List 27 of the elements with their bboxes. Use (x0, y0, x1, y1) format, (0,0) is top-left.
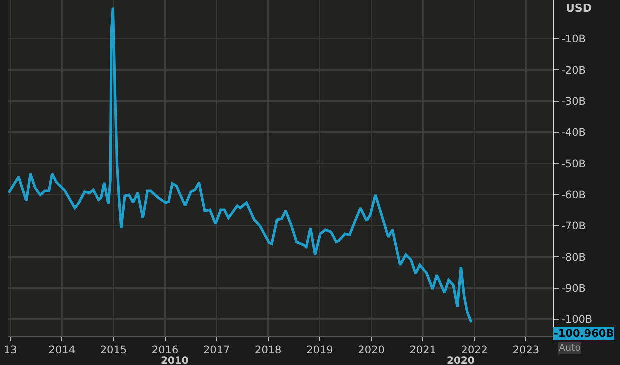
y-tick-label: -30B (562, 96, 586, 108)
y-tick-label: -60B (562, 189, 586, 202)
text: Auto (559, 343, 582, 354)
x-tick-label: 2017 (203, 344, 230, 357)
y-tick-label: -80B (562, 252, 586, 264)
y-tick-label: -90B (562, 282, 586, 295)
x-tick-label: 2014 (48, 344, 76, 357)
y-tick-label: -20B (562, 64, 586, 77)
line-series (8, 6, 473, 324)
x-tick-label: 2022 (461, 344, 488, 357)
x-tick-label: 2019 (306, 344, 334, 357)
y-tick-label: -50B (562, 158, 586, 170)
y-tick-label: -70B (562, 220, 586, 233)
x-tick-label: 2018 (255, 344, 282, 357)
x-tick-label: 2021 (410, 344, 436, 357)
x-tick-label: 13 (4, 344, 18, 357)
y-tick-label: -40B (562, 127, 586, 140)
text: 2020 (447, 356, 475, 365)
x-tick-label: 2016 (152, 344, 179, 357)
y-axis-title: USD (566, 2, 592, 15)
text: 2010 (161, 356, 189, 365)
x-tick-label: 2020 (358, 344, 385, 357)
x-tick-label: 2023 (512, 344, 540, 357)
x-tick-label: 2015 (100, 344, 128, 357)
y-tick-label: -10B (562, 34, 586, 46)
text: -100.960B (554, 328, 614, 340)
y-tick-label: -100B (562, 314, 593, 326)
